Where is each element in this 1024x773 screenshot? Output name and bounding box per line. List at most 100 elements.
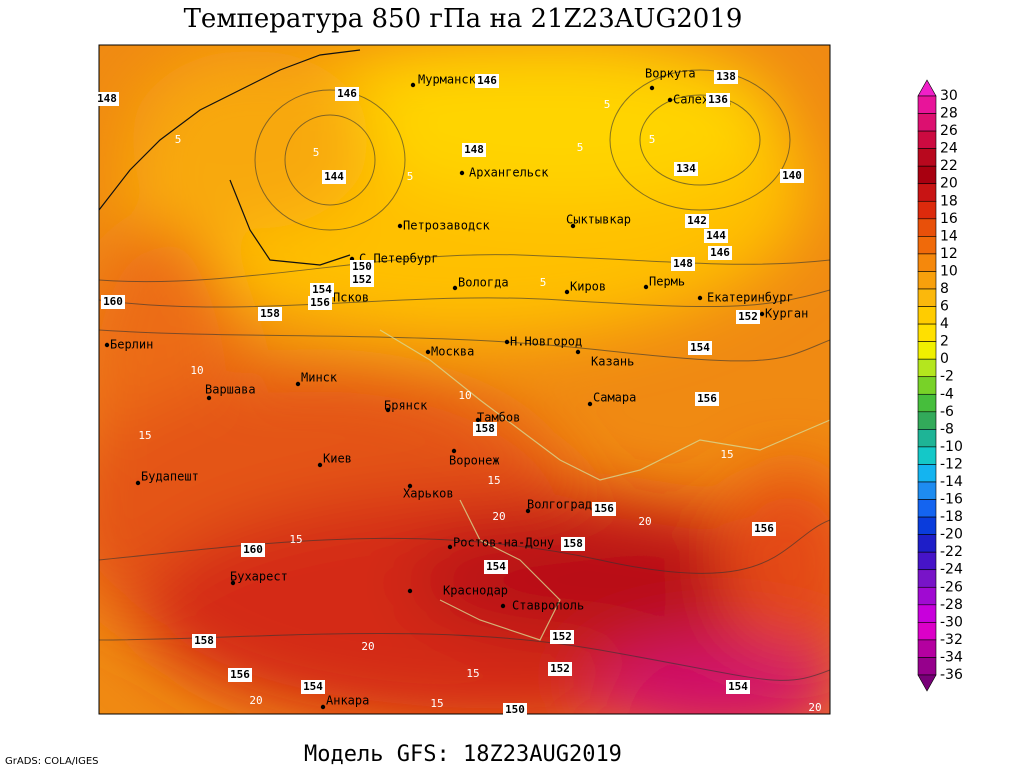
height-label: 152	[352, 273, 372, 286]
city-marker	[667, 97, 673, 103]
city-marker	[320, 704, 326, 710]
city-label: Волгоград	[527, 498, 592, 512]
height-label-box	[736, 310, 760, 324]
height-label: 140	[782, 169, 802, 182]
height-label: 136	[708, 93, 728, 106]
height-label-box	[688, 341, 712, 355]
temperature-label: 10	[458, 389, 471, 402]
city-marker	[407, 483, 413, 489]
colorbar-label: -28	[940, 597, 963, 613]
temperature-label: 5	[577, 141, 584, 154]
height-label: 156	[754, 522, 774, 535]
colorbar-band	[917, 113, 937, 132]
height-label: 154	[486, 560, 506, 573]
height-label-box	[704, 229, 728, 243]
city-marker	[425, 349, 431, 355]
temperature-label: 5	[649, 133, 656, 146]
colorbar-label: -6	[940, 404, 954, 420]
height-label: 134	[676, 162, 696, 175]
colorbar-label: -30	[940, 614, 963, 630]
city-label: Пермь	[649, 275, 685, 289]
city-label: Сыктывкар	[566, 213, 631, 227]
height-label-box	[484, 560, 508, 574]
colorbar-label: 30	[940, 88, 958, 104]
city-label: Тамбов	[477, 411, 520, 425]
city-marker	[504, 339, 510, 345]
colorbar-label: -16	[940, 492, 963, 508]
height-label: 138	[716, 70, 736, 83]
colorbar-label: 2	[940, 334, 949, 350]
height-label: 150	[352, 260, 372, 273]
map-labels: Мурманск ВоркутаСалехардАрхангельскПетроз…	[95, 67, 822, 717]
credit: GrADS: COLA/IGES	[5, 756, 99, 767]
colorbar-label: 8	[940, 281, 949, 297]
city-marker	[410, 82, 416, 88]
city-label: Киев	[323, 452, 352, 466]
height-label: 160	[103, 295, 123, 308]
colorbar-band	[917, 130, 937, 149]
city-marker	[643, 284, 649, 290]
temperature-label: 5	[407, 170, 414, 183]
map-field	[99, 45, 830, 714]
temperature-label: 15	[430, 697, 443, 710]
colorbar-band	[917, 411, 937, 430]
colorbar-band	[917, 200, 937, 220]
height-label: 154	[303, 680, 323, 693]
temperature-label: 5	[313, 146, 320, 159]
height-label: 154	[312, 283, 332, 296]
city-label: Мурманск	[418, 73, 477, 87]
height-label: 148	[673, 257, 693, 270]
temperature-label: 5	[540, 276, 547, 289]
city-marker	[385, 407, 391, 413]
height-label: 160	[243, 543, 263, 556]
city-marker	[759, 311, 765, 317]
height-label: 156	[230, 668, 250, 681]
city-label: Псков	[333, 291, 369, 305]
colorbar-label: 22	[940, 158, 958, 174]
height-label: 146	[710, 246, 730, 259]
height-label: 156	[697, 392, 717, 405]
colorbar-band	[917, 499, 937, 518]
colorbar-label: -12	[940, 456, 963, 472]
colorbar-band	[917, 446, 937, 465]
height-label: 156	[310, 296, 330, 309]
city-marker	[570, 223, 576, 229]
colorbar-band	[917, 551, 937, 571]
city-marker	[447, 544, 453, 550]
city-label: Берлин	[110, 338, 153, 352]
colorbar-label: 18	[940, 193, 958, 209]
height-label-box	[714, 70, 738, 84]
colorbar-label: 0	[940, 351, 949, 367]
colorbar-label: 20	[940, 176, 958, 192]
colorbar-band	[917, 165, 937, 185]
height-label: 158	[260, 307, 280, 320]
colorbar-label: -26	[940, 579, 963, 595]
city-marker	[564, 289, 570, 295]
city-label: Киров	[570, 280, 606, 294]
colorbar-band	[917, 586, 937, 606]
colorbar-label: 16	[940, 211, 958, 227]
height-label: 158	[475, 422, 495, 435]
height-label-box	[473, 422, 497, 436]
city-marker	[500, 603, 506, 609]
city-marker	[452, 285, 458, 291]
height-label: 152	[552, 630, 572, 643]
temperature-label: 20	[492, 510, 505, 523]
colorbar-band	[917, 534, 937, 553]
colorbar-label: -20	[940, 527, 963, 543]
colorbar-band	[917, 341, 937, 360]
city-label: Н.Новгород	[510, 335, 582, 349]
map-frame	[98, 44, 831, 715]
colorbar: 302826242220181614121086420-2-4-6-8-10-1…	[917, 79, 963, 692]
city-label: Варшава	[205, 383, 256, 397]
height-label: 152	[550, 662, 570, 675]
city-label: Ростов-на-Дону	[453, 536, 554, 550]
height-label-box	[503, 703, 527, 717]
colorbar-band	[917, 429, 937, 448]
temperature-label: 20	[249, 694, 262, 707]
height-label: 148	[97, 92, 117, 105]
colorbar-label: 6	[940, 299, 949, 315]
height-label: 152	[738, 310, 758, 323]
colorbar-label: -24	[940, 562, 963, 578]
height-label: 144	[324, 170, 344, 183]
